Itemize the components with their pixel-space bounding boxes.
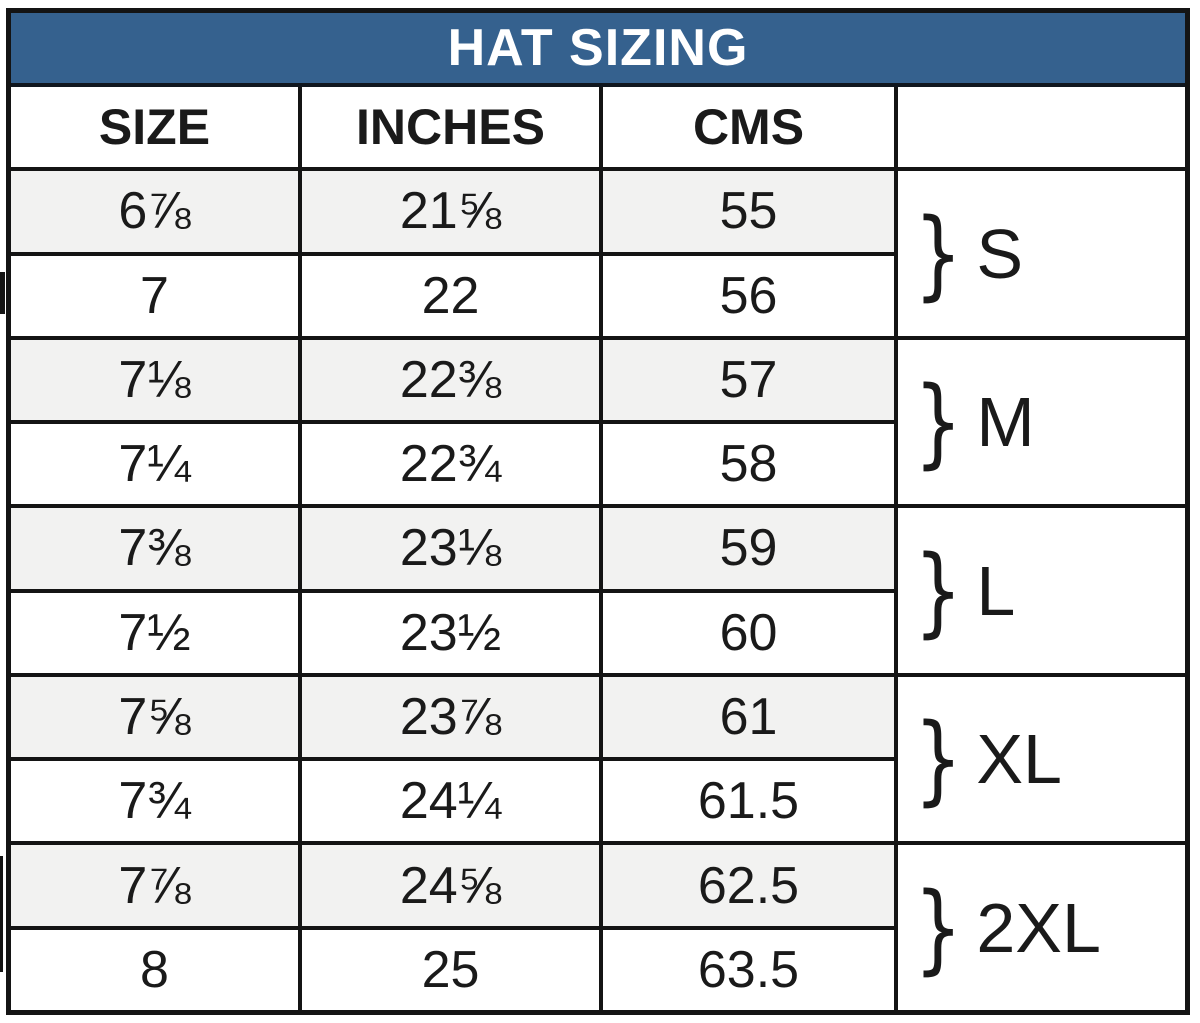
size-group-l: } L [898, 508, 1185, 673]
size-cell: 7⅛ [11, 339, 298, 421]
inches-cell: 24¼ [302, 761, 599, 842]
brace-icon: } [914, 533, 963, 647]
size-group-label: S [976, 214, 1024, 293]
sizing-grid: SIZE INCHES CMS 6⅞ 21⅝ 55 } S 7 22 56 7⅛… [11, 87, 1185, 1010]
inches-cell: 23⅛ [302, 508, 599, 589]
inches-cell: 25 [302, 929, 599, 1010]
cms-cell: 58 [603, 424, 894, 505]
size-group-label: L [976, 551, 1016, 630]
size-group-2xl: } 2XL [898, 845, 1185, 1010]
cms-cell: 55 [603, 171, 894, 252]
brace-icon: } [914, 701, 963, 816]
size-group-label: 2XL [976, 888, 1101, 967]
column-header-empty [898, 87, 1185, 168]
size-cell: 7¾ [11, 761, 298, 842]
size-cell: 7⅝ [11, 676, 298, 758]
column-header-cms: CMS [603, 87, 894, 168]
size-cell: 7½ [11, 592, 298, 673]
table-title: HAT SIZING [11, 13, 1185, 87]
cms-cell: 60 [603, 592, 894, 673]
inches-cell: 22 [302, 255, 599, 336]
size-group-m: } M [898, 339, 1185, 505]
size-cell: 7⅜ [11, 508, 298, 589]
size-group-label: M [976, 383, 1035, 462]
inches-cell: 23½ [302, 592, 599, 673]
size-cell: 7 [11, 255, 298, 336]
column-header-size: SIZE [11, 87, 298, 168]
scan-artifact [0, 856, 3, 972]
size-group-xl: } XL [898, 676, 1185, 842]
column-header-inches: INCHES [302, 87, 599, 168]
brace-icon: } [914, 195, 963, 310]
cms-cell: 56 [603, 255, 894, 336]
cms-cell: 59 [603, 508, 894, 589]
cms-cell: 63.5 [603, 929, 894, 1010]
scan-artifact [0, 272, 5, 314]
size-group-label: XL [976, 720, 1062, 799]
inches-cell: 24⅝ [302, 845, 599, 926]
size-cell: 6⅞ [11, 171, 298, 252]
size-cell: 8 [11, 929, 298, 1010]
brace-icon: } [914, 364, 963, 479]
brace-icon: } [914, 870, 963, 985]
cms-cell: 61 [603, 676, 894, 758]
size-group-s: } S [898, 171, 1185, 336]
inches-cell: 22¾ [302, 424, 599, 505]
cms-cell: 57 [603, 339, 894, 421]
cms-cell: 61.5 [603, 761, 894, 842]
cms-cell: 62.5 [603, 845, 894, 926]
inches-cell: 21⅝ [302, 171, 599, 252]
size-cell: 7¼ [11, 424, 298, 505]
hat-sizing-table: HAT SIZING SIZE INCHES CMS 6⅞ 21⅝ 55 } S… [6, 8, 1190, 1015]
size-cell: 7⅞ [11, 845, 298, 926]
inches-cell: 22⅜ [302, 339, 599, 421]
inches-cell: 23⅞ [302, 676, 599, 758]
